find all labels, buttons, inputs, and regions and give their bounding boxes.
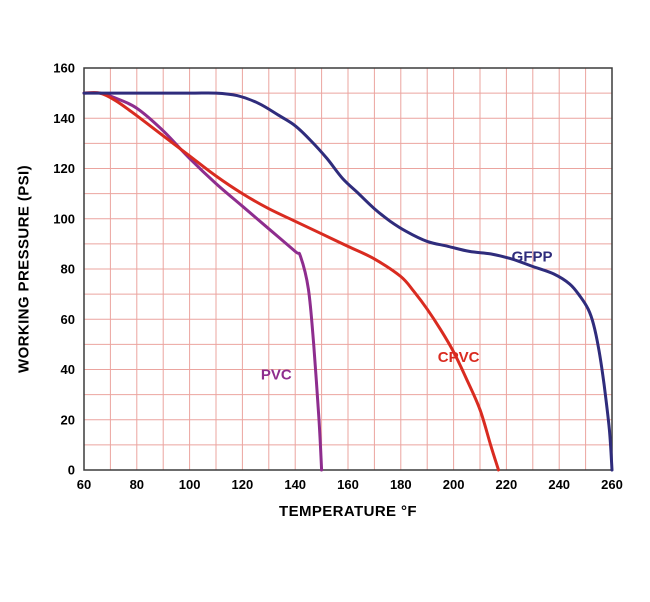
plot-area-border [83,67,613,471]
y-tick-label: 0 [68,463,75,478]
x-tick-label: 100 [179,477,201,492]
y-tick-label: 120 [53,161,75,176]
series-label-cpvc: CPVC [438,349,480,366]
y-tick-label: 160 [53,61,75,76]
y-tick-label: 140 [53,111,75,126]
series-label-pvc: PVC [261,367,292,384]
x-tick-label: 60 [77,477,91,492]
x-tick-label: 80 [130,477,144,492]
series-curve-cpvc [82,91,500,472]
x-tick-label: 240 [548,477,570,492]
y-axis-title: WORKING PRESSURE (PSI) [15,165,33,373]
x-tick-label: 120 [232,477,254,492]
x-axis-title: TEMPERATURE °F [279,503,417,520]
y-tick-label: 20 [61,412,75,427]
y-tick-label: 40 [61,362,75,377]
series-label-gfpp: GFPP [512,248,553,265]
x-tick-label: 140 [284,477,306,492]
x-tick-label: 220 [496,477,518,492]
y-tick-label: 100 [53,211,75,226]
x-tick-label: 180 [390,477,412,492]
y-tick-label: 80 [61,262,75,277]
series-curve-gfpp [82,91,614,472]
x-tick-label: 200 [443,477,465,492]
y-tick-label: 60 [61,312,75,327]
x-tick-label: 260 [601,477,623,492]
series-curve-pvc [82,91,324,472]
x-tick-label: 160 [337,477,359,492]
